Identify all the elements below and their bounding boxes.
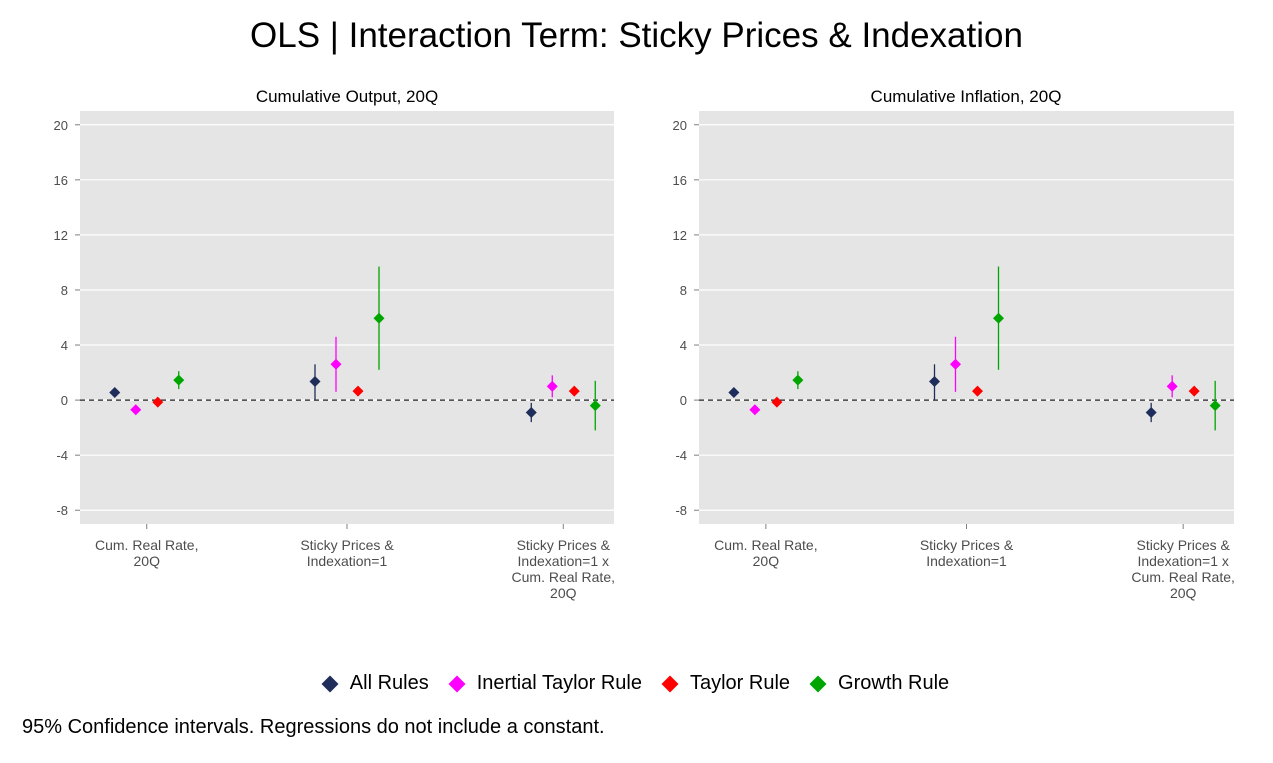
legend-item: All Rules bbox=[321, 672, 429, 695]
legend-item: Inertial Taylor Rule bbox=[448, 672, 642, 695]
y-tick-label: 16 bbox=[54, 173, 68, 188]
data-point bbox=[152, 396, 164, 408]
x-tick-label-line: Sticky Prices & bbox=[300, 537, 394, 553]
x-tick-label-line: Cum. Real Rate, bbox=[714, 537, 817, 553]
legend-label: Inertial Taylor Rule bbox=[476, 672, 642, 694]
y-tick-label: -4 bbox=[56, 448, 68, 463]
data-point bbox=[130, 404, 142, 416]
y-tick-label: 4 bbox=[680, 338, 687, 353]
y-tick-label: 12 bbox=[54, 228, 68, 243]
panel-title: Cumulative Output, 20Q bbox=[256, 87, 438, 106]
data-point bbox=[109, 387, 121, 399]
data-point bbox=[1145, 406, 1157, 418]
x-tick-label-line: Sticky Prices & bbox=[517, 537, 611, 553]
x-tick-label-line: Indexation=1 bbox=[307, 553, 388, 569]
legend-item: Growth Rule bbox=[809, 672, 950, 695]
data-point bbox=[173, 374, 185, 386]
y-tick-label: 20 bbox=[673, 118, 687, 133]
y-tick-label: 8 bbox=[61, 283, 68, 298]
y-tick-label: -8 bbox=[56, 503, 68, 518]
data-point bbox=[373, 312, 385, 324]
data-point bbox=[749, 404, 761, 416]
data-point bbox=[1209, 400, 1221, 412]
panel-1: Cumulative Output, 20Q -8 -4 0 4 8 12 16 20 Cum. … bbox=[54, 87, 615, 601]
data-point bbox=[309, 376, 321, 388]
legend-diamond-icon bbox=[809, 675, 827, 692]
x-tick-label-line: 20Q bbox=[753, 553, 780, 569]
legend-label: Taylor Rule bbox=[689, 672, 791, 694]
data-point bbox=[993, 312, 1004, 324]
data-point bbox=[546, 380, 558, 392]
x-tick-label-line: 20Q bbox=[550, 585, 577, 601]
y-tick-label: -8 bbox=[675, 503, 687, 518]
y-tick-label: 0 bbox=[61, 393, 68, 408]
y-tick-label: 4 bbox=[61, 338, 68, 353]
legend-item: Taylor Rule bbox=[661, 672, 791, 695]
x-tick-label-line: Sticky Prices & bbox=[1136, 537, 1230, 553]
x-tick-label: Sticky Prices & Indexation=1 x Cum. Real R… bbox=[1131, 537, 1234, 601]
legend-diamond-icon bbox=[321, 675, 339, 692]
x-tick-label: Sticky Prices & Indexation=1 bbox=[920, 537, 1014, 569]
y-tick-label: 8 bbox=[680, 283, 687, 298]
legend-diamond-icon bbox=[448, 675, 466, 692]
x-tick-label-line: Cum. Real Rate, bbox=[1131, 569, 1234, 585]
chart-title: OLS | Interaction Term: Sticky Prices & … bbox=[250, 16, 1023, 55]
legend: All Rules Inertial Taylor Rule Taylor Rule… bbox=[0, 672, 1273, 695]
data-point bbox=[792, 374, 804, 386]
data-point bbox=[1188, 385, 1200, 397]
data-point bbox=[1166, 380, 1178, 392]
data-point bbox=[568, 385, 580, 397]
x-tick-label-line: Indexation=1 x bbox=[518, 553, 609, 569]
x-tick-label: Cum. Real Rate, 20Q bbox=[714, 537, 817, 569]
x-tick-label-line: 20Q bbox=[1170, 585, 1197, 601]
data-point bbox=[929, 376, 940, 388]
y-tick-label: 16 bbox=[673, 173, 687, 188]
y-tick-label: -4 bbox=[675, 448, 687, 463]
chart-canvas: Cumulative Output, 20Q -8 -4 0 4 8 12 16 20 Cum. … bbox=[54, 87, 1235, 601]
panel-2: Cumulative Inflation, 20Q -8 -4 0 4 8 12 16 20 Cu… bbox=[673, 87, 1235, 601]
x-tick-label: Cum. Real Rate, 20Q bbox=[95, 537, 198, 569]
plot-background bbox=[80, 111, 614, 524]
y-tick-label: 0 bbox=[680, 393, 687, 408]
x-tick-label-line: Cum. Real Rate, bbox=[512, 569, 615, 585]
data-point bbox=[589, 400, 601, 412]
y-tick-label: 12 bbox=[673, 228, 687, 243]
x-tick-label-line: Indexation=1 bbox=[926, 553, 1007, 569]
x-tick-label: Sticky Prices & Indexation=1 x Cum. Real R… bbox=[512, 537, 615, 601]
x-tick-label-line: Cum. Real Rate, bbox=[95, 537, 198, 553]
x-tick-label-line: Indexation=1 x bbox=[1137, 553, 1228, 569]
footnote: 95% Confidence intervals. Regressions do… bbox=[22, 716, 605, 738]
data-point bbox=[728, 387, 740, 399]
plot-background bbox=[699, 111, 1234, 524]
legend-diamond-icon bbox=[661, 675, 679, 692]
legend-label: All Rules bbox=[349, 672, 429, 694]
data-point bbox=[972, 385, 983, 397]
data-point bbox=[330, 358, 342, 370]
data-point bbox=[525, 406, 537, 418]
x-tick-label: Sticky Prices & Indexation=1 bbox=[300, 537, 394, 569]
data-point bbox=[771, 396, 783, 408]
x-tick-label-line: 20Q bbox=[134, 553, 161, 569]
data-point bbox=[950, 358, 961, 370]
panel-title: Cumulative Inflation, 20Q bbox=[871, 87, 1062, 106]
y-tick-label: 20 bbox=[54, 118, 68, 133]
x-tick-label-line: Sticky Prices & bbox=[920, 537, 1014, 553]
data-point bbox=[352, 385, 364, 397]
legend-label: Growth Rule bbox=[838, 672, 950, 694]
